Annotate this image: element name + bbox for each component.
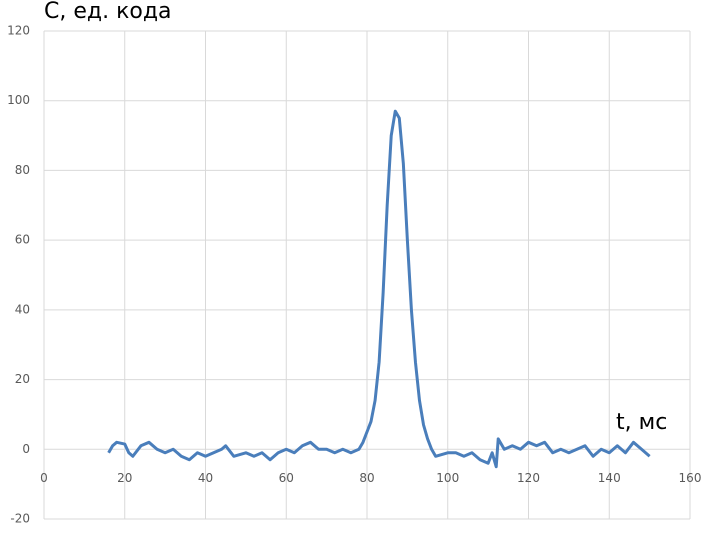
- y-tick-label: 120: [7, 24, 30, 38]
- x-tick-label: 0: [40, 471, 48, 485]
- x-tick-label: 160: [679, 471, 702, 485]
- y-axis-label: C, ед. кода: [44, 0, 172, 24]
- y-tick-label: 80: [15, 163, 30, 177]
- y-tick-label: 40: [15, 302, 30, 316]
- x-tick-label: 120: [517, 471, 540, 485]
- y-tick-label: 0: [22, 442, 30, 456]
- y-tick-label: -20: [10, 512, 30, 526]
- x-tick-label: 140: [598, 471, 621, 485]
- x-axis-label: t, мс: [616, 410, 667, 435]
- y-tick-label: 20: [15, 372, 30, 386]
- data-line: [107, 109, 651, 469]
- x-tick-label: 20: [117, 471, 132, 485]
- x-tick-label: 60: [279, 471, 294, 485]
- x-tick-label: 80: [359, 471, 374, 485]
- y-tick-label: 100: [7, 93, 30, 107]
- x-tick-label: 40: [198, 471, 213, 485]
- x-tick-label: 100: [436, 471, 459, 485]
- y-tick-label: 60: [15, 233, 30, 247]
